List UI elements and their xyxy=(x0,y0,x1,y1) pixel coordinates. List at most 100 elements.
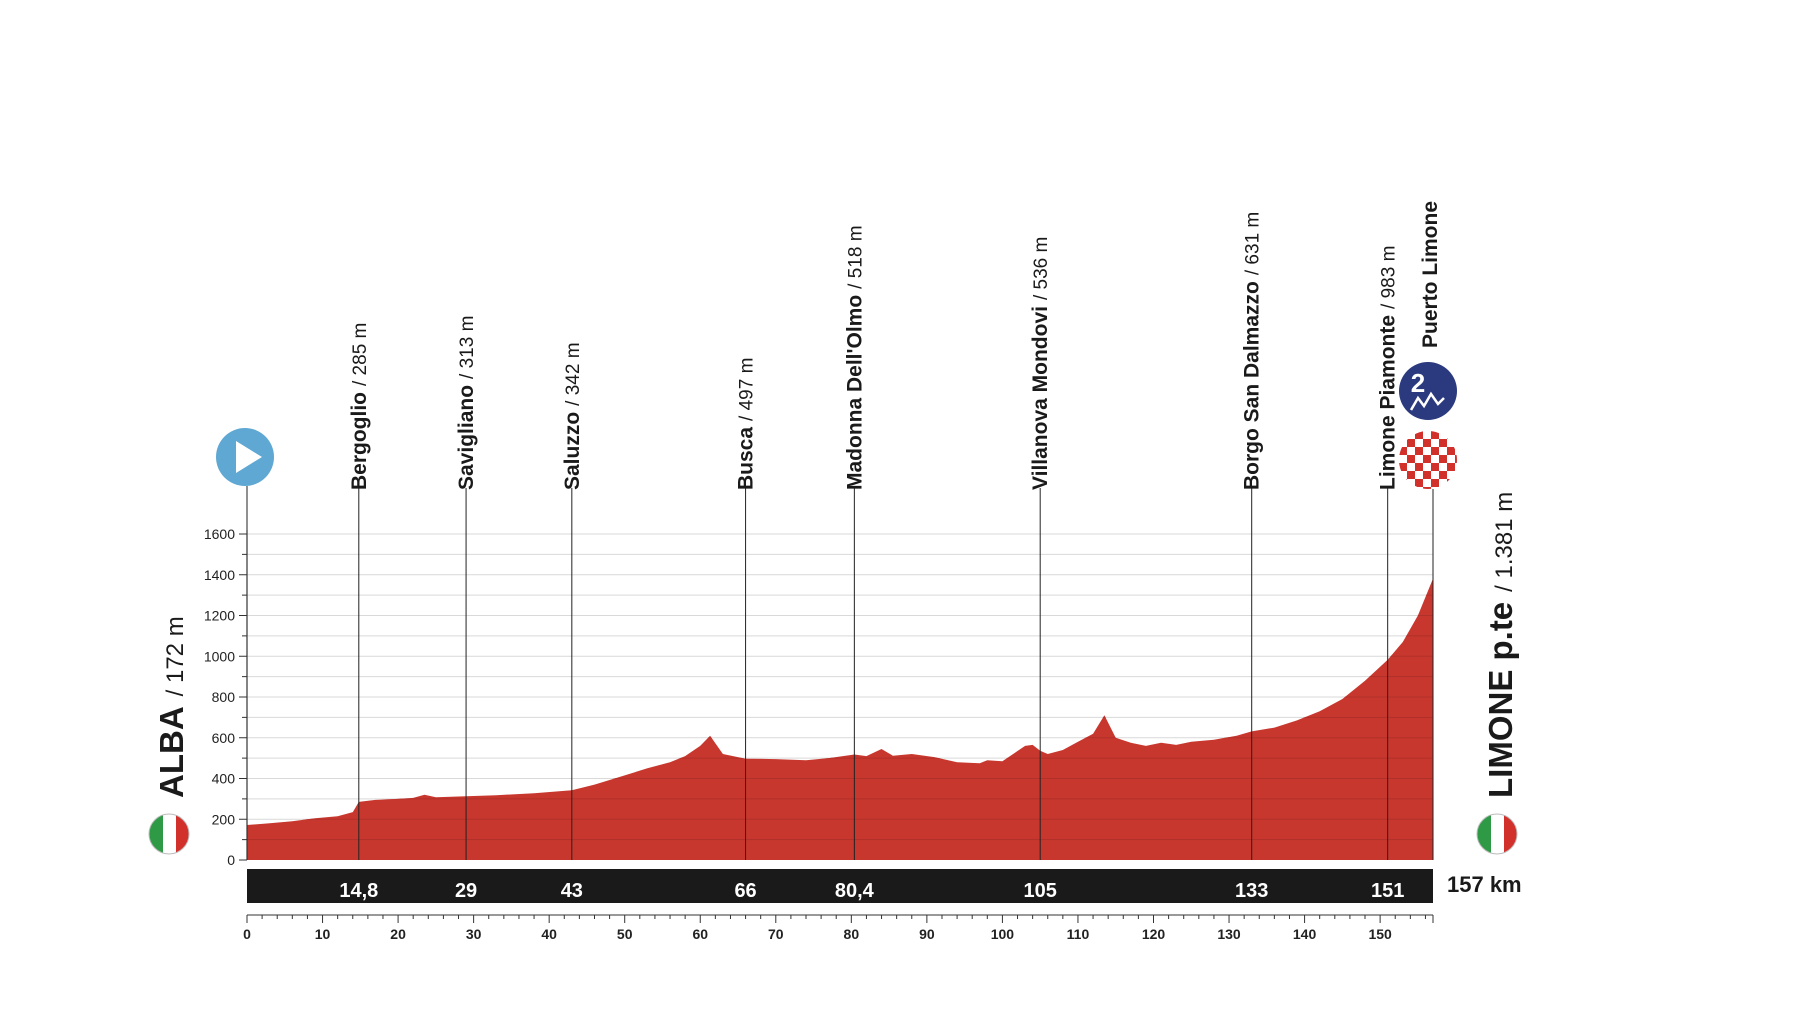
elevation-profile-area xyxy=(247,578,1433,860)
checker-square xyxy=(1423,431,1431,439)
checker-square xyxy=(1399,455,1407,463)
checker-square xyxy=(1415,431,1423,439)
checker-square xyxy=(1431,479,1439,487)
x-tick-label: 10 xyxy=(315,926,331,942)
checker-square xyxy=(1455,463,1457,471)
x-axis: 0 10 20 30 40 50 60 70 80 90 100 110 120 130 140 150 xyxy=(243,914,1434,942)
x-tick-label: 110 xyxy=(1067,926,1090,942)
start-italy-flag-icon xyxy=(148,813,190,855)
waypoint-labels: Bergoglio / 285 m Savigliano / 313 m Saluzzo… xyxy=(348,212,1400,490)
y-tick-label: 0 xyxy=(227,852,235,868)
start-altitude: / 172 m xyxy=(162,616,189,696)
checker-square xyxy=(1399,471,1407,479)
waypoint-altitude: / 342 m xyxy=(563,342,584,405)
finish-label: LIMONE p.te / 1.381 m xyxy=(1482,492,1519,798)
waypoint-name: Savigliano xyxy=(455,385,478,490)
checker-square xyxy=(1415,463,1423,471)
checker-square xyxy=(1447,439,1455,447)
checker-square xyxy=(1423,479,1431,487)
finish-altitude: / 1.381 m xyxy=(1491,492,1518,592)
y-tick-label: 1000 xyxy=(204,648,235,664)
x-tick-label: 40 xyxy=(541,926,557,942)
checker-square xyxy=(1439,447,1447,455)
waypoint-label: Madonna Dell'Olmo / 518 m xyxy=(843,225,866,490)
waypoint-name: Saluzzo xyxy=(561,412,584,490)
checker-square xyxy=(1431,471,1439,479)
checker-square xyxy=(1423,463,1431,471)
waypoint-km-label: 133 xyxy=(1235,880,1268,902)
finish-italy-flag-icon xyxy=(1476,813,1518,855)
distance-band-bar xyxy=(247,869,1433,903)
y-tick-label: 1600 xyxy=(204,526,235,542)
checker-square xyxy=(1399,447,1407,455)
start-label: ALBA / 172 m xyxy=(153,616,190,798)
waypoint-km-label: 14,8 xyxy=(339,880,378,902)
checker-square xyxy=(1407,455,1415,463)
checker-square xyxy=(1407,471,1415,479)
checker-square xyxy=(1407,447,1415,455)
x-tick-label: 150 xyxy=(1368,926,1392,942)
checker-square xyxy=(1439,431,1447,439)
y-tick-label: 200 xyxy=(212,811,236,827)
checker-square xyxy=(1407,439,1415,447)
checker-square xyxy=(1439,455,1447,463)
checker-square xyxy=(1423,447,1431,455)
checker-square xyxy=(1407,463,1415,471)
checker-square xyxy=(1415,479,1423,487)
waypoint-altitude: / 536 m xyxy=(1031,237,1052,300)
x-tick-label: 20 xyxy=(390,926,406,942)
waypoint-name: Borgo San Dalmazzo xyxy=(1241,281,1264,490)
checker-square xyxy=(1439,487,1447,489)
waypoint-name: Bergoglio xyxy=(348,392,371,490)
checker-square xyxy=(1423,439,1431,447)
x-tick-label: 100 xyxy=(991,926,1015,942)
x-tick-label: 140 xyxy=(1293,926,1317,942)
waypoint-altitude: / 285 m xyxy=(350,323,371,386)
waypoint-name: Limone Piamonte xyxy=(1377,315,1400,490)
checker-square xyxy=(1415,447,1423,455)
checker-square xyxy=(1431,431,1439,439)
climb-category: 2 xyxy=(1411,368,1425,398)
checker-square xyxy=(1447,479,1455,487)
checker-square xyxy=(1455,471,1457,479)
waypoint-label: Savigliano / 313 m xyxy=(455,316,478,490)
checker-square xyxy=(1407,479,1415,487)
checker-square xyxy=(1399,431,1407,439)
waypoint-km-label: 105 xyxy=(1023,880,1056,902)
checker-square xyxy=(1447,487,1455,489)
checker-square xyxy=(1439,471,1447,479)
waypoint-altitude: / 518 m xyxy=(845,225,866,288)
checker-square xyxy=(1455,431,1457,439)
waypoint-km-label: 29 xyxy=(455,880,477,902)
checker-square xyxy=(1431,439,1439,447)
waypoint-altitude: / 313 m xyxy=(457,316,478,379)
waypoint-km-label: 151 xyxy=(1371,880,1404,902)
checker-square xyxy=(1431,463,1439,471)
checker-square xyxy=(1455,439,1457,447)
checker-square xyxy=(1455,487,1457,489)
total-distance: 157 km xyxy=(1447,872,1522,897)
waypoint-lines xyxy=(246,486,1434,860)
finish-checkered-flag-icon xyxy=(1399,431,1457,489)
checker-square xyxy=(1447,447,1455,455)
waypoint-altitude: / 631 m xyxy=(1243,212,1264,275)
checker-square xyxy=(1399,487,1407,489)
waypoint-km-label: 43 xyxy=(561,880,583,902)
waypoint-name: Villanova Mondovi xyxy=(1029,306,1052,490)
checker-square xyxy=(1439,479,1447,487)
checker-square xyxy=(1439,463,1447,471)
checker-square xyxy=(1399,479,1407,487)
checker-square xyxy=(1407,431,1415,439)
x-tick-label: 120 xyxy=(1142,926,1166,942)
mountain-category-badge-icon: 2 xyxy=(1399,362,1457,420)
checker-square xyxy=(1447,471,1455,479)
checker-square xyxy=(1431,487,1439,489)
waypoint-altitude: / 497 m xyxy=(737,358,758,421)
y-tick-label: 800 xyxy=(212,689,236,705)
x-tick-label: 30 xyxy=(466,926,482,942)
x-tick-label: 80 xyxy=(844,926,860,942)
x-tick-label: 70 xyxy=(768,926,784,942)
waypoint-label: Villanova Mondovi / 536 m xyxy=(1029,237,1052,490)
waypoint-name: Madonna Dell'Olmo xyxy=(843,295,866,490)
